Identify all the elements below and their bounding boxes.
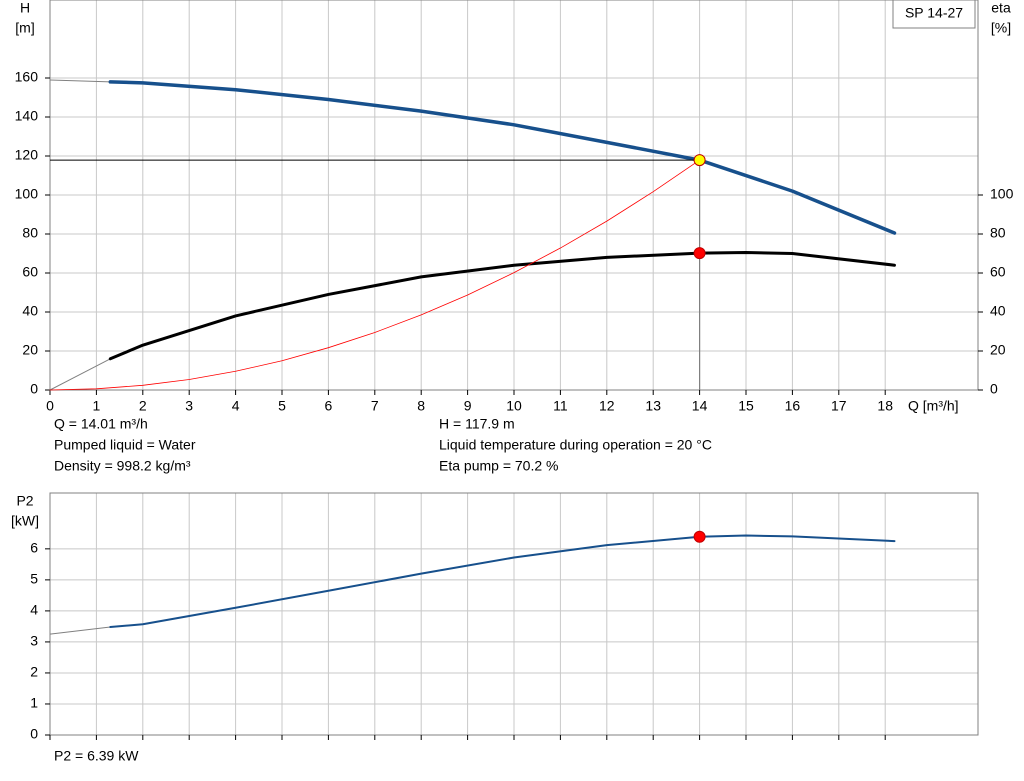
info-text: H = 117.9 m [439,416,515,432]
curve [108,80,897,235]
y-tick-label: 2 [30,664,38,680]
info-text: P2 = 6.39 kW [54,748,139,764]
info-text: Q = 14.01 m³/h [54,416,148,432]
y2-tick-label: 0 [990,381,998,397]
operating-point [693,247,706,260]
y-tick-label: 20 [22,342,38,358]
curve [49,358,111,391]
info-text: Eta pump = 70.2 % [439,458,558,474]
x-tick-label: 9 [464,398,472,414]
x-tick-label: 0 [46,398,54,414]
y2-axis-label: [%] [991,20,1011,36]
y-tick-label: 1 [30,695,38,711]
x-tick-label: 8 [417,398,425,414]
x-tick-label: 2 [139,398,147,414]
x-tick-label: 16 [785,398,801,414]
title-box [892,0,976,29]
y-tick-label: 100 [15,186,39,202]
y-tick-label: 120 [15,147,39,163]
y-tick-label: 4 [30,602,38,618]
y2-tick-label: 100 [990,186,1014,202]
y-tick-label: 0 [30,381,38,397]
y-tick-label: 5 [30,571,38,587]
x-tick-label: 3 [185,398,193,414]
y-axis-label: [kW] [11,513,39,529]
y2-tick-label: 80 [990,225,1006,241]
y-axis-label: P2 [16,493,33,509]
x-tick-label: 7 [371,398,379,414]
x-axis-label: Q [m³/h] [908,398,959,414]
x-tick-label: 10 [506,398,522,414]
x-tick-label: 13 [645,398,661,414]
y-tick-label: 80 [22,225,38,241]
curve [49,79,111,83]
curve [109,534,896,629]
x-tick-label: 4 [232,398,240,414]
operating-point [693,154,706,167]
x-tick-label: 17 [831,398,847,414]
curve [49,626,111,635]
y-tick-label: 40 [22,303,38,319]
x-tick-label: 1 [93,398,101,414]
x-tick-label: 12 [599,398,615,414]
info-text: Pumped liquid = Water [54,437,196,453]
y2-axis-label: eta [991,0,1011,16]
x-tick-label: 14 [692,398,708,414]
x-tick-label: 18 [877,398,893,414]
y-tick-label: 160 [15,69,39,85]
x-tick-label: 15 [738,398,754,414]
curve [108,251,896,361]
y-tick-label: 60 [22,264,38,280]
operating-point [693,530,706,543]
info-text: Liquid temperature during operation = 20… [439,437,712,453]
y2-tick-label: 20 [990,342,1006,358]
y-tick-label: 0 [30,726,38,742]
y-tick-label: 6 [30,540,38,556]
y-axis-label: [m] [15,20,34,36]
x-tick-label: 11 [553,398,568,414]
y2-tick-label: 60 [990,264,1006,280]
info-text: Density = 998.2 kg/m³ [54,458,191,474]
y-tick-label: 140 [15,108,39,124]
chart-title: SP 14-27 [905,5,963,21]
curve [49,159,700,391]
x-tick-label: 6 [325,398,333,414]
y-tick-label: 3 [30,633,38,649]
x-tick-label: 5 [278,398,286,414]
y-axis-label: H [20,0,30,16]
y2-tick-label: 40 [990,303,1006,319]
